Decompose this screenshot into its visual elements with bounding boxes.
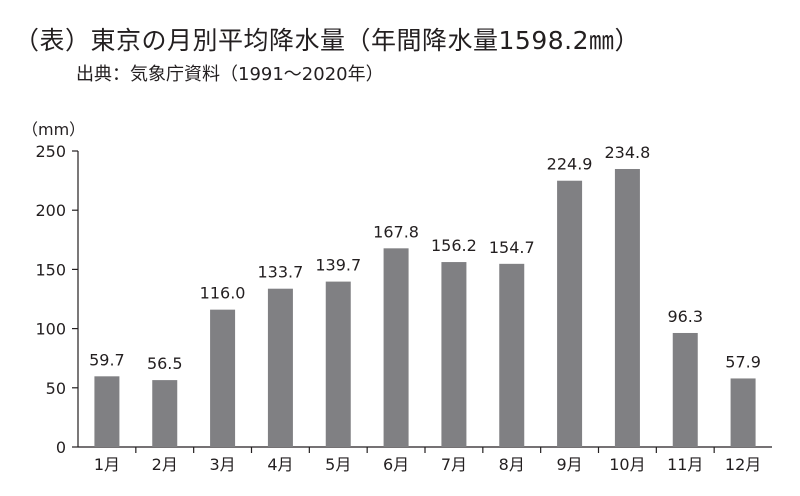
x-tick-label: 12月 xyxy=(725,455,761,474)
bar xyxy=(614,168,640,447)
bar xyxy=(672,332,698,447)
data-label: 96.3 xyxy=(667,307,703,326)
x-tick-label: 10月 xyxy=(609,455,645,474)
y-tick-label: 150 xyxy=(35,260,66,279)
x-tick-label: 9月 xyxy=(556,455,582,474)
data-label: 57.9 xyxy=(725,352,761,371)
x-tick-label: 1月 xyxy=(94,455,120,474)
y-tick-label: 100 xyxy=(35,320,66,339)
bar-series xyxy=(94,168,756,448)
bar xyxy=(441,262,467,447)
bar xyxy=(152,380,178,447)
bar xyxy=(325,281,351,447)
y-tick-label: 50 xyxy=(46,379,66,398)
bar xyxy=(383,248,409,447)
bar xyxy=(557,180,583,448)
x-tick-label: 8月 xyxy=(499,455,525,474)
x-axis: 1月 2月 3月 4月 5月 6月 7月 8月 9月 10月 11月 12月 xyxy=(78,446,772,474)
y-tick-label: 0 xyxy=(56,438,66,457)
data-label: 167.8 xyxy=(373,222,419,241)
data-label: 56.5 xyxy=(147,354,183,373)
data-label: 154.7 xyxy=(489,238,535,257)
y-tick-label: 250 xyxy=(35,142,66,161)
y-tick-label: 200 xyxy=(35,201,66,220)
x-tick-label: 7月 xyxy=(441,455,467,474)
x-tick-label: 2月 xyxy=(152,455,178,474)
x-tick-label: 6月 xyxy=(383,455,409,474)
bar xyxy=(94,376,120,447)
x-tick-label: 5月 xyxy=(325,455,351,474)
data-labels: 59.7 56.5 116.0 133.7 139.7 167.8 156.2 154.7 22… xyxy=(89,143,761,373)
bar xyxy=(730,378,756,447)
bar xyxy=(210,309,236,447)
data-label: 59.7 xyxy=(89,350,125,369)
x-tick-label: 4月 xyxy=(267,455,293,474)
chart-source-note: 出典：気象庁資料（1991〜2020年） xyxy=(76,64,384,85)
y-axis-unit-label: （mm） xyxy=(22,120,85,139)
data-label: 133.7 xyxy=(258,263,304,282)
chart-title: （表）東京の月別平均降水量（年間降水量1598.2㎜） xyxy=(14,26,640,55)
data-label: 116.0 xyxy=(200,284,246,303)
x-tick-label: 3月 xyxy=(209,455,235,474)
data-label: 139.7 xyxy=(315,256,361,275)
data-label: 234.8 xyxy=(605,143,651,162)
x-tick-label: 11月 xyxy=(667,455,703,474)
data-label: 156.2 xyxy=(431,236,477,255)
data-label: 224.9 xyxy=(547,155,593,174)
y-axis: （mm） 0 50 100 150 200 250 xyxy=(22,120,85,457)
bar xyxy=(499,263,525,447)
bar xyxy=(267,288,293,447)
